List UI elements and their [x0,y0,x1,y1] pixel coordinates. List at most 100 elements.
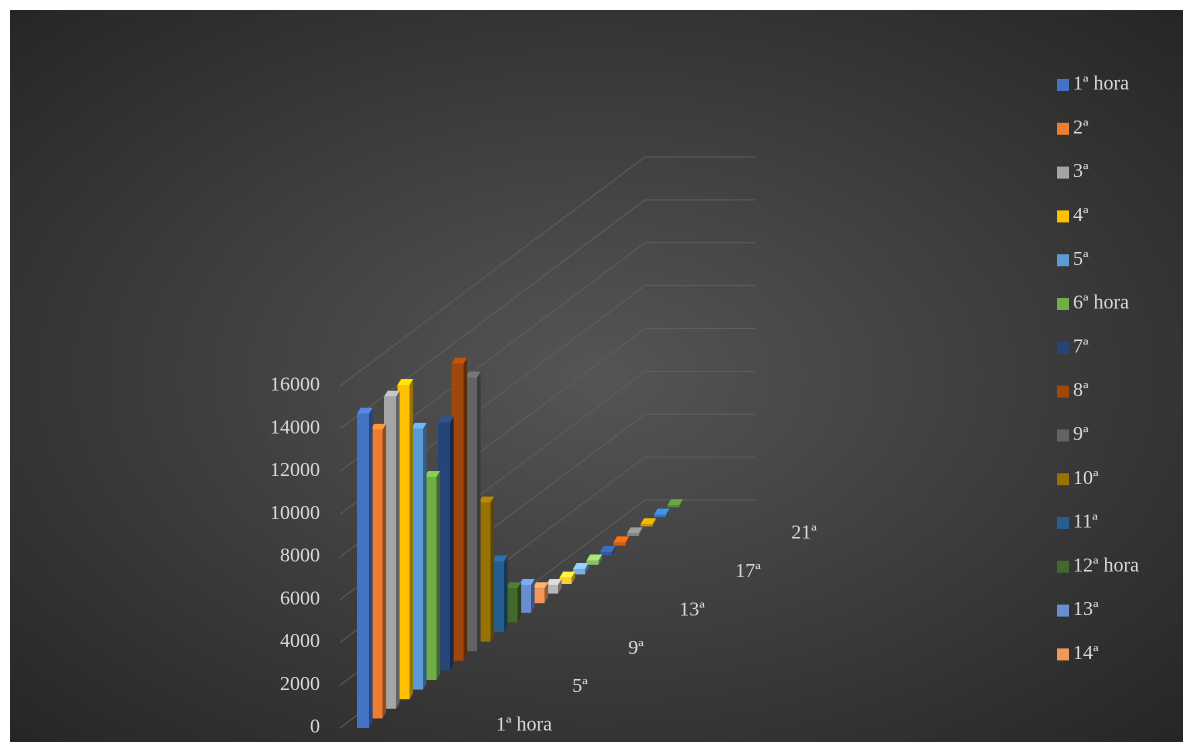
y-tick-label: 6000 [280,587,320,609]
bar [505,588,518,623]
legend-swatch [1057,254,1069,267]
legend-label: 9ª [1073,423,1089,445]
legend-label: 1ª hora [1073,73,1129,95]
bar-side [409,378,414,700]
bar [627,533,639,536]
legend-swatch [1057,122,1069,135]
legend-label: 11ª [1073,511,1098,533]
legend-swatch [1057,341,1069,354]
bar [465,377,477,652]
bar-top [532,582,549,589]
bar-top [600,545,616,552]
depth-label: 17ª [735,560,761,582]
depth-label: 9ª [628,637,644,659]
legend-swatch [1057,648,1069,661]
legend-label: 5ª [1073,248,1089,270]
bar [640,524,653,527]
y-tick-label: 8000 [280,545,320,567]
bar [370,429,383,719]
bar [667,505,680,508]
bar-side [423,422,427,690]
legend-label: 13ª [1073,598,1099,620]
bar-side [612,545,616,556]
bar-top [640,518,657,525]
bar-side [436,470,441,680]
bar-top [667,499,684,506]
bar-side [504,555,508,632]
legend-swatch [1057,473,1069,486]
legend-label: 10ª [1073,467,1099,489]
grid-line [339,156,755,387]
bar-side [652,518,657,527]
depth-label: 21ª [791,522,817,544]
bar [438,422,450,671]
bar-top [586,554,603,561]
legend-swatch [1057,604,1069,617]
y-tick-label: 2000 [280,673,320,695]
bar-top [384,390,400,397]
bar-top [357,407,373,414]
bar-side [666,508,670,517]
legend-swatch [1057,429,1069,442]
legend-label: 14ª [1073,642,1099,664]
bar-side [585,563,589,575]
bar-side [463,357,468,661]
bar-side [490,496,495,642]
legend-label: 2ª [1073,116,1089,138]
chart-background [10,10,1183,742]
bar-side [396,390,400,709]
bar-side [531,579,535,613]
y-tick-label: 14000 [270,416,320,438]
y-tick-label: 10000 [270,502,320,524]
grid-line [339,242,755,472]
bar-top [573,563,589,570]
bar [573,569,585,575]
bar [519,585,531,613]
depth-label: 13ª [679,598,705,620]
bar-top [492,555,508,562]
y-tick-label: 16000 [270,374,320,396]
bar [613,542,626,546]
y-tick-label: 4000 [280,630,320,652]
legend-swatch [1057,298,1069,310]
bar-side [450,416,454,671]
bar-side [382,423,387,719]
legend-swatch [1057,79,1069,91]
legend-swatch [1057,210,1069,223]
bar [546,585,558,594]
legend-swatch [1057,560,1069,573]
legend-label: 12ª hora [1073,554,1139,576]
bar-side [571,571,576,584]
bar-side [558,579,562,594]
y-tick-label: 12000 [270,459,320,481]
bar [397,384,410,700]
bar-top [505,582,522,589]
bar-side [625,536,630,546]
bar-side [679,499,684,508]
bar [600,551,612,556]
bar-top [411,422,427,429]
bar-side [544,582,549,604]
bar-top [654,508,670,515]
depth-label: 5ª [572,675,588,697]
bar-top [397,378,414,385]
bar-top [478,496,495,503]
bar [586,560,599,565]
bar-top [559,571,576,578]
bar-top [370,423,387,430]
bar-top [465,371,481,378]
bar-side [598,554,603,565]
bar-top [438,416,454,423]
bar-side [639,527,643,536]
grid-line [339,199,755,430]
legend-swatch [1057,166,1069,179]
bar [357,413,369,728]
bar-top [424,470,441,477]
bar [492,561,504,632]
bar [532,588,545,604]
bar [451,363,464,661]
bar [424,476,437,680]
bar [411,428,423,690]
